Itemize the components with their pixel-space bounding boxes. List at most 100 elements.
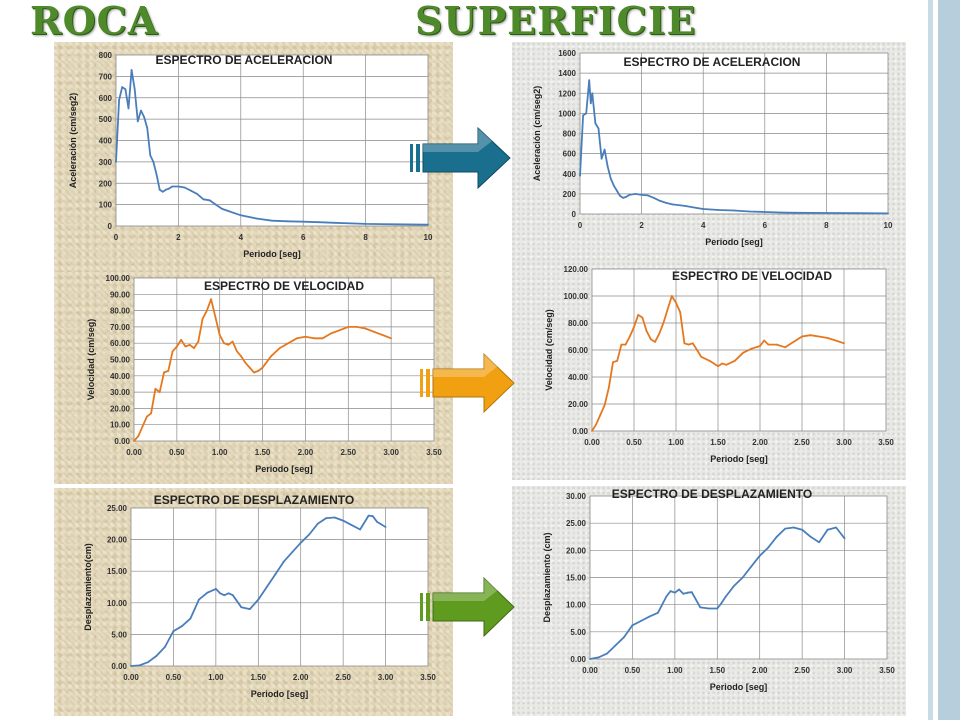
data-point [233, 212, 236, 215]
data-point [591, 430, 593, 432]
data-point [606, 165, 609, 168]
data-point [717, 209, 720, 211]
data-point [721, 362, 724, 365]
data-point [696, 349, 698, 351]
data-point [679, 311, 682, 314]
data-point [177, 185, 180, 188]
data-point [227, 343, 230, 346]
x-tick-label: 8 [363, 233, 368, 242]
data-point [168, 187, 170, 190]
data-point [373, 330, 375, 333]
data-point [579, 174, 581, 177]
data-point [775, 535, 778, 538]
data-point [193, 347, 195, 349]
data-point [640, 620, 642, 622]
data-point [603, 148, 606, 151]
data-point [395, 223, 398, 226]
x-tick-label: 1.50 [709, 666, 725, 675]
x-axis-label: Periodo [seg] [710, 454, 768, 464]
x-tick-label: 2.00 [752, 438, 768, 447]
data-point [666, 308, 669, 311]
data-point [316, 522, 319, 525]
chart-superficie-velocidad-panel: 0.00 20.00 40.00 60.00 80.00 100.00 120.00 0.00… [512, 262, 906, 480]
data-point [248, 366, 251, 369]
data-point [257, 370, 260, 372]
data-point [261, 366, 264, 369]
y-axis-label: Desplazamiento (cm) [542, 532, 552, 622]
x-axis-label: Periodo [seg] [705, 237, 763, 247]
data-point [784, 346, 787, 349]
data-point [825, 212, 828, 214]
data-point [364, 327, 367, 330]
data-point [640, 194, 643, 196]
data-point [161, 190, 164, 193]
data-point [646, 194, 649, 197]
data-point [599, 413, 602, 416]
data-point [218, 334, 221, 336]
data-point [115, 161, 117, 163]
data-point [613, 184, 615, 187]
y-tick-label: 10.00 [566, 601, 587, 610]
data-point [675, 301, 677, 304]
data-point [304, 335, 307, 338]
data-point [600, 157, 603, 160]
data-point [133, 440, 135, 442]
y-tick-label: 10.00 [107, 599, 128, 608]
data-point [792, 341, 795, 343]
data-point [231, 594, 234, 597]
heading-roca: ROCA [30, 0, 159, 43]
data-point [141, 425, 144, 428]
data-point [634, 193, 637, 195]
data-point [595, 423, 598, 426]
y-tick-label: 100.00 [106, 274, 131, 283]
arrow-desplazamiento-icon [420, 576, 515, 638]
data-point [716, 607, 719, 610]
data-point [163, 371, 165, 374]
data-point [143, 116, 145, 118]
data-point [181, 625, 183, 628]
data-point [190, 189, 192, 192]
y-axis-label: Velocidad (cm/seg) [86, 319, 96, 401]
arrow-velocidad-icon [420, 352, 515, 414]
y-tick-label: 1200 [558, 89, 576, 98]
x-tick-label: 3.00 [837, 666, 853, 675]
data-point [240, 355, 243, 358]
data-point [691, 342, 694, 345]
y-tick-label: 20.00 [110, 404, 131, 413]
x-tick-label: 2.50 [340, 448, 356, 457]
data-point [585, 112, 588, 115]
x-tick-label: 10 [884, 221, 893, 230]
data-point [818, 541, 820, 544]
x-tick-label: 2.50 [335, 673, 351, 682]
data-point [265, 586, 268, 588]
data-point [671, 203, 674, 206]
y-tick-label: 800 [563, 130, 577, 139]
x-tick-label: 2.00 [298, 448, 314, 457]
data-point [367, 514, 370, 517]
data-point [188, 343, 191, 346]
data-point [612, 361, 614, 364]
data-point [649, 338, 652, 341]
data-point [622, 197, 624, 199]
data-point [189, 617, 192, 620]
x-tick-label: 2.50 [794, 438, 810, 447]
data-point [607, 386, 610, 389]
data-point [146, 415, 148, 418]
y-tick-label: 0.00 [111, 662, 127, 671]
slide-border [920, 0, 960, 720]
y-tick-label: 1000 [558, 109, 576, 118]
y-tick-label: 40.00 [568, 373, 589, 382]
y-tick-label: 100 [99, 201, 113, 210]
data-point [198, 598, 200, 601]
x-axis-label: Periodo [seg] [710, 682, 768, 692]
data-point [856, 212, 859, 215]
data-point [291, 551, 294, 554]
data-point [670, 295, 673, 297]
x-tick-label: 2.00 [293, 673, 309, 682]
data-point [678, 588, 680, 591]
y-tick-label: 300 [99, 158, 113, 167]
data-point [683, 342, 686, 345]
data-point [794, 211, 797, 214]
data-point [350, 524, 353, 526]
data-point [274, 573, 277, 576]
